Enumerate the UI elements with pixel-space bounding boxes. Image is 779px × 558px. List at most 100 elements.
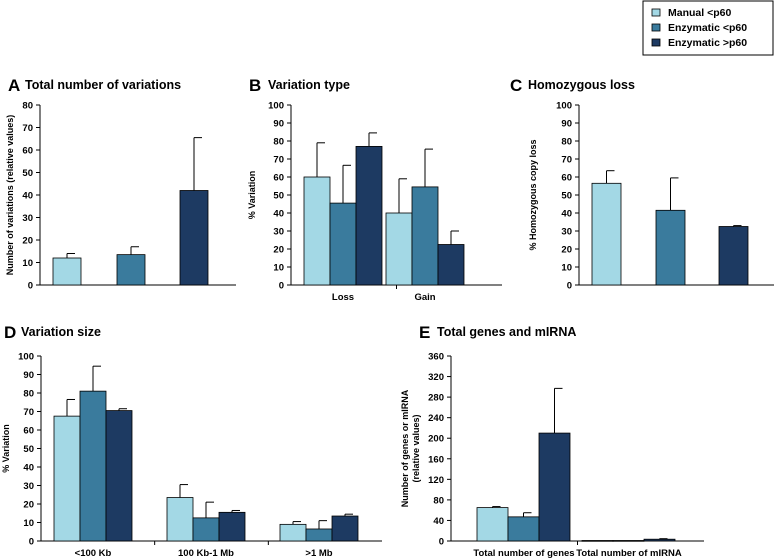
bar (476, 507, 509, 542)
y-tick-label: 10 (23, 518, 34, 529)
bar (329, 202, 357, 286)
y-tick-label: 0 (439, 537, 444, 548)
y-tick-label: 20 (561, 245, 572, 256)
bar (179, 190, 209, 286)
bar (218, 511, 246, 542)
y-tick-label: 10 (22, 258, 33, 269)
y-tick-label: 50 (561, 191, 572, 202)
panel-e-header: E Total genes and mIRNA (419, 323, 576, 342)
category-label: Loss (332, 292, 354, 303)
y-tick-label: 100 (18, 352, 34, 363)
y-tick-label: 60 (561, 173, 572, 184)
panel-title: Variation type (268, 78, 350, 92)
panel-b-header: B Variation type (249, 76, 350, 95)
category-label: Total number of mIRNA (576, 548, 682, 558)
y-tick-label: 90 (273, 119, 284, 130)
y-tick-label: 320 (428, 372, 444, 383)
bar (538, 432, 571, 542)
category-label: <100 Kb (75, 548, 112, 558)
legend-item: Enzymatic >p60 (651, 37, 747, 49)
y-tick-label: 10 (561, 263, 572, 274)
y-tick-label: 40 (22, 191, 33, 202)
y-tick-label: 40 (433, 516, 444, 527)
y-tick-label: 90 (561, 119, 572, 130)
legend-swatch (651, 8, 661, 17)
bar (437, 244, 465, 286)
y-tick-label: 60 (23, 426, 34, 437)
panel-title: Total genes and mIRNA (437, 325, 576, 339)
y-tick-label: 100 (556, 101, 572, 112)
y-tick-label: 0 (28, 281, 33, 292)
panel-letter: C (510, 76, 522, 95)
bar (591, 182, 622, 286)
y-tick-label: 80 (23, 389, 34, 400)
category-label: 100 Kb-1 Mb (178, 548, 234, 558)
bar (116, 254, 146, 286)
y-tick-label: 80 (273, 137, 284, 148)
y-tick-label: 70 (561, 155, 572, 166)
legend: Manual <p60 Enzymatic <p60 Enzymatic >p6… (642, 0, 774, 56)
bar (79, 390, 107, 542)
bar (105, 410, 133, 542)
y-tick-label: 50 (273, 191, 284, 202)
panel-letter: B (249, 76, 261, 95)
bar (655, 209, 686, 286)
y-tick-label: 70 (23, 407, 34, 418)
bar (581, 540, 614, 542)
panel-c-header: C Homozygous loss (510, 76, 635, 95)
legend-swatch (651, 23, 661, 32)
y-tick-label: 10 (273, 263, 284, 274)
y-tick-label: 240 (428, 413, 444, 424)
bar (355, 145, 383, 286)
legend-swatch (651, 38, 661, 47)
bar (192, 517, 220, 542)
y-tick-label: 100 (268, 101, 284, 112)
y-axis-label-line: Number of genes or mIRNA (400, 389, 410, 507)
y-tick-label: 0 (567, 281, 572, 292)
legend-label: Enzymatic >p60 (668, 37, 747, 49)
y-tick-label: 20 (22, 236, 33, 247)
bar (53, 415, 81, 542)
y-axis-label-line: (relative values) (411, 414, 421, 482)
bar (411, 186, 439, 286)
y-tick-label: 40 (273, 209, 284, 220)
chart-panel-d: 0 10 20 30 40 50 60 70 80 90 100 % Variation <100 Kb… (1, 352, 382, 558)
bar (507, 516, 540, 542)
y-tick-label: 40 (561, 209, 572, 220)
y-axis-label: % Homozygous copy loss (528, 139, 538, 250)
category-label: >1 Mb (305, 548, 332, 558)
y-tick-label: 40 (23, 463, 34, 474)
legend-label: Enzymatic <p60 (668, 22, 747, 34)
bar (385, 212, 413, 286)
y-tick-label: 20 (23, 500, 34, 511)
chart-panel-a: 0 10 20 30 40 50 60 70 80 Number of variations (r… (5, 101, 236, 292)
y-tick-label: 30 (561, 227, 572, 238)
y-tick-label: 280 (428, 393, 444, 404)
chart-panel-b: 0 10 20 30 40 50 60 70 80 90 100 % Variation Loss Gai… (247, 101, 502, 303)
category-label: Gain (414, 292, 435, 303)
y-tick-label: 120 (428, 475, 444, 486)
bar (279, 523, 307, 542)
bar (305, 528, 333, 542)
y-tick-label: 60 (273, 173, 284, 184)
panel-title: Total number of variations (25, 78, 181, 92)
bar (166, 497, 194, 542)
y-tick-label: 50 (23, 444, 34, 455)
y-tick-label: 360 (428, 352, 444, 363)
panel-a-header: A Total number of variations (8, 76, 181, 95)
category-label: Total number of genes (473, 548, 574, 558)
panel-title: Homozygous loss (528, 78, 635, 92)
y-tick-label: 200 (428, 434, 444, 445)
y-tick-label: 20 (273, 245, 284, 256)
legend-item: Manual <p60 (651, 7, 731, 19)
legend-label: Manual <p60 (668, 7, 731, 19)
y-tick-label: 30 (22, 213, 33, 224)
bar (612, 540, 645, 542)
bar (718, 226, 749, 286)
bar (331, 515, 359, 542)
y-axis-label: Number of genes or mIRNA(relative values… (400, 389, 421, 507)
y-tick-label: 70 (273, 155, 284, 166)
bar (52, 257, 82, 286)
panel-letter: D (4, 323, 16, 342)
